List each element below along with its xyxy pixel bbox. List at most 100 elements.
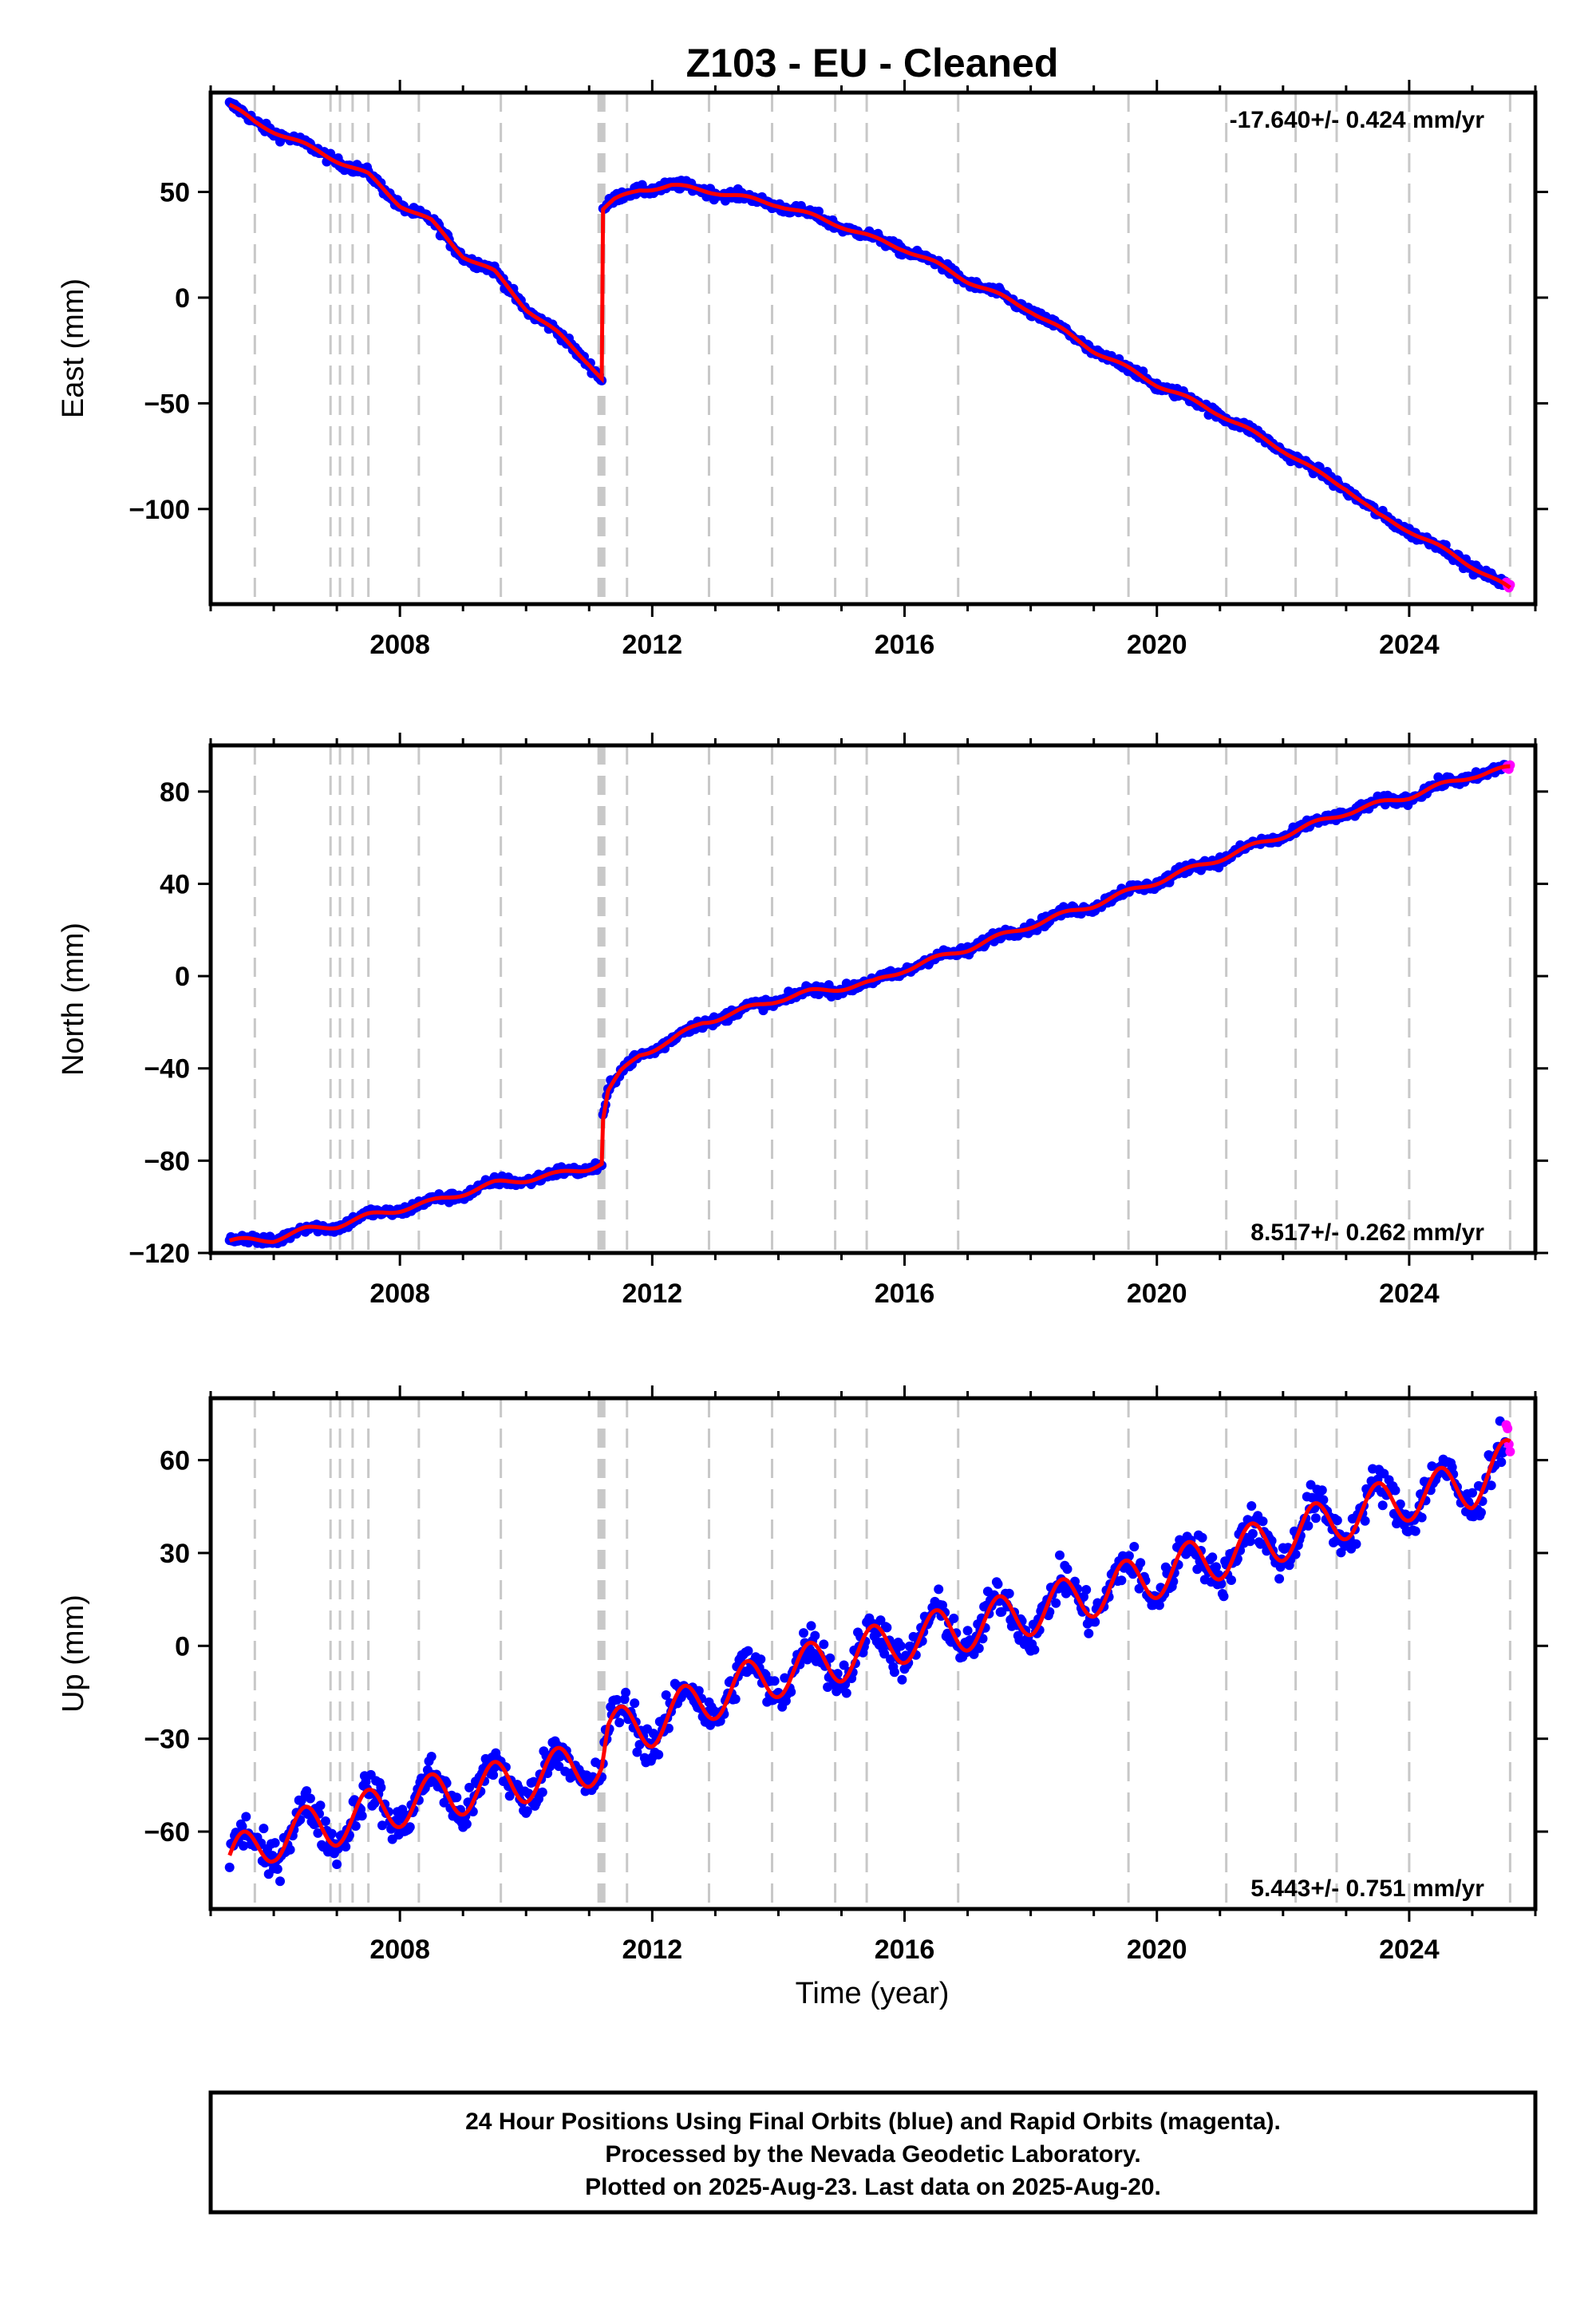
final-point xyxy=(1410,1526,1420,1536)
final-point xyxy=(350,1821,361,1831)
final-point xyxy=(377,1820,387,1831)
final-point xyxy=(1029,1645,1040,1655)
y-tick-label: 0 xyxy=(175,1631,190,1662)
y-axis-label: North (mm) xyxy=(57,923,90,1076)
panel-north: 2008 2012 2016 2020 2024 80 40 0 −40 −80 −120 North… xyxy=(57,733,1548,1309)
final-point xyxy=(341,1842,351,1852)
final-point xyxy=(1303,1520,1314,1531)
final-point xyxy=(537,1787,547,1797)
final-point xyxy=(259,1824,269,1834)
final-point xyxy=(810,1630,820,1641)
event-lines xyxy=(253,745,1511,1253)
x-tick-label: 2020 xyxy=(1127,1935,1187,1965)
final-point xyxy=(730,1694,741,1704)
x-tick-label: 2012 xyxy=(622,1935,683,1965)
final-point xyxy=(376,1782,386,1792)
final-point xyxy=(326,1828,337,1839)
final-point xyxy=(241,1812,251,1822)
x-axis-title: Time (year) xyxy=(796,1977,950,2010)
final-point xyxy=(889,1667,899,1678)
final-point xyxy=(756,1654,766,1665)
x-tick-label: 2024 xyxy=(1379,1935,1440,1965)
final-point xyxy=(1136,1558,1146,1568)
final-point xyxy=(799,1628,808,1638)
panels: 2008 2012 2016 2020 2024 50 0 −50 −100 East (mm) -… xyxy=(57,80,1548,1965)
final-point xyxy=(1129,1542,1140,1551)
final-point xyxy=(654,1749,664,1760)
y-tick-label: 50 xyxy=(160,177,190,207)
rapid-point xyxy=(1505,1446,1515,1456)
final-point xyxy=(320,1816,330,1826)
panel-up: 2008 2012 2016 2020 2024 60 30 0 −30 −60 Up (mm) 5.… xyxy=(57,1385,1548,1965)
final-point xyxy=(630,1698,640,1709)
x-tick-label: 2016 xyxy=(875,1279,935,1309)
y-tick-label: −50 xyxy=(144,389,190,419)
y-axis-label: Up (mm) xyxy=(57,1595,90,1713)
final-point xyxy=(426,1752,437,1761)
final-point xyxy=(275,1876,285,1887)
final-point xyxy=(806,1621,816,1631)
x-tick-label: 2016 xyxy=(875,1935,935,1965)
final-point xyxy=(1258,1516,1268,1527)
final-point xyxy=(1081,1585,1092,1595)
x-tick-label: 2020 xyxy=(1127,630,1187,660)
final-point xyxy=(461,1819,472,1829)
final-point xyxy=(1219,1591,1229,1602)
final-point xyxy=(1360,1516,1370,1526)
model-line-north xyxy=(228,764,1511,1244)
final-point xyxy=(819,1639,829,1650)
event-lines xyxy=(253,93,1511,604)
rate-label: -17.640+/- 0.424 mm/yr xyxy=(1230,107,1485,133)
footer-line-1: 24 Hour Positions Using Final Orbits (bl… xyxy=(465,2109,1281,2135)
final-point xyxy=(621,1687,631,1697)
final-point xyxy=(614,1717,625,1728)
final-point xyxy=(1197,1532,1207,1543)
y-tick-label: 0 xyxy=(175,962,190,992)
x-tick-label: 2024 xyxy=(1379,630,1440,660)
final-point xyxy=(1207,1552,1218,1563)
final-point xyxy=(224,1862,235,1872)
final-point xyxy=(285,1844,295,1855)
rate-label: 8.517+/- 0.262 mm/yr xyxy=(1250,1219,1484,1246)
x-tick-label: 2020 xyxy=(1127,1279,1187,1309)
y-tick-label: 0 xyxy=(175,283,190,314)
rapid-point xyxy=(1503,1423,1513,1433)
final-point xyxy=(1310,1513,1321,1524)
final-point xyxy=(357,1811,367,1821)
final-point xyxy=(962,1626,973,1636)
x-tick-label: 2008 xyxy=(369,630,430,660)
x-tick-label: 2008 xyxy=(369,1935,430,1965)
x-tick-label: 2012 xyxy=(622,1279,683,1309)
final-point xyxy=(841,1688,851,1698)
chart-title: Z103 - EU - Cleaned xyxy=(686,41,1059,85)
final-point xyxy=(1247,1528,1258,1539)
final-point xyxy=(313,1828,323,1838)
final-point xyxy=(1351,1539,1361,1549)
panel-east: 2008 2012 2016 2020 2024 50 0 −50 −100 East (mm) -… xyxy=(57,80,1548,660)
footer-line-3: Plotted on 2025-Aug-23. Last data on 202… xyxy=(585,2174,1161,2200)
x-tick-label: 2024 xyxy=(1379,1279,1440,1309)
plot-frame xyxy=(208,743,1538,1255)
final-point xyxy=(1055,1550,1065,1560)
final-point xyxy=(934,1584,944,1595)
final-point xyxy=(949,1613,959,1623)
final-point xyxy=(302,1786,312,1796)
final-point xyxy=(1496,1457,1507,1468)
final-point xyxy=(1116,1575,1127,1586)
x-tick-label: 2016 xyxy=(875,630,935,660)
x-tick-label: 2008 xyxy=(369,1279,430,1309)
y-tick-label: −30 xyxy=(144,1725,190,1755)
y-tick-label: 40 xyxy=(160,869,190,899)
final-point xyxy=(361,1777,371,1787)
final-point xyxy=(1090,1617,1100,1627)
final-point xyxy=(272,1864,282,1874)
y-tick-label: 80 xyxy=(160,777,190,808)
y-axis-label: East (mm) xyxy=(57,279,90,418)
final-point xyxy=(315,1800,326,1811)
final-point xyxy=(270,1838,280,1848)
final-point xyxy=(1274,1574,1285,1584)
final-point xyxy=(452,1792,462,1803)
final-point xyxy=(1084,1628,1094,1638)
x-tick-label: 2012 xyxy=(622,630,683,660)
final-point xyxy=(239,1840,249,1851)
